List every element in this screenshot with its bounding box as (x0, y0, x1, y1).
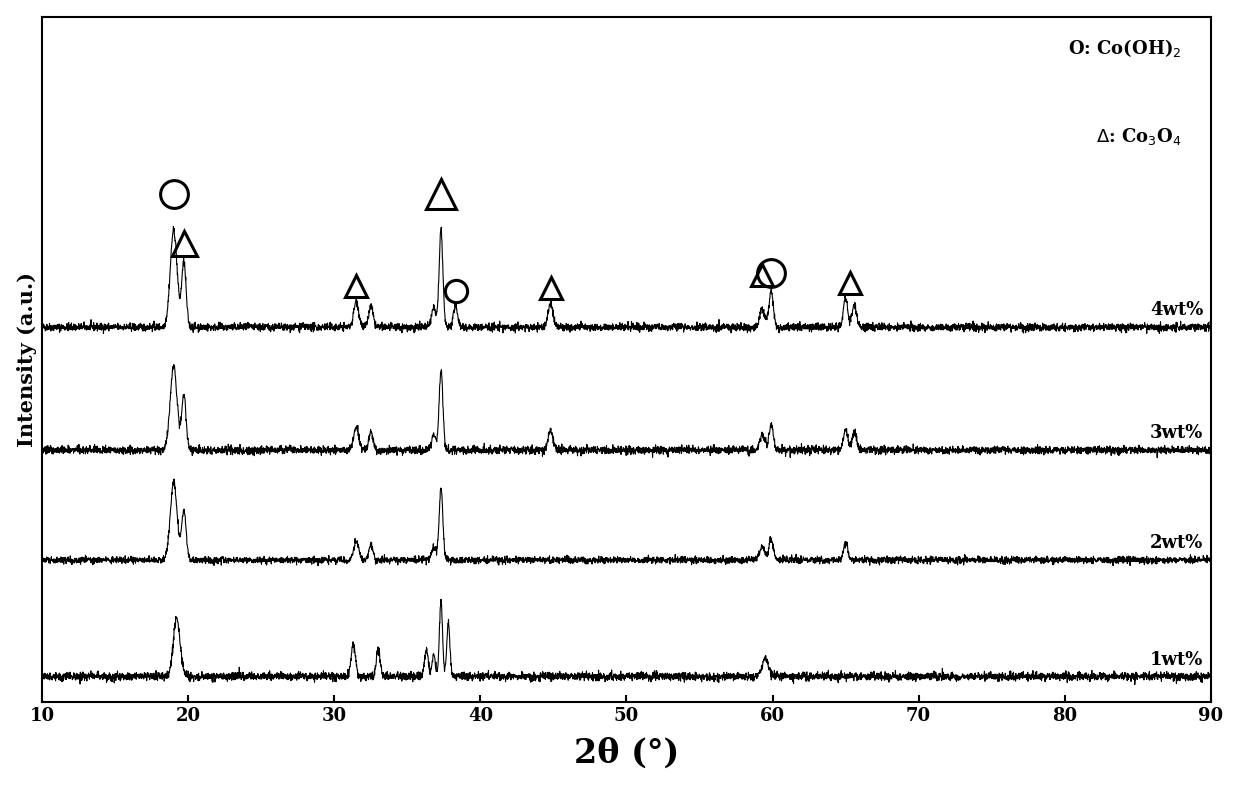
Y-axis label: Intensity (a.u.): Intensity (a.u.) (16, 272, 37, 447)
X-axis label: 2θ (°): 2θ (°) (574, 736, 680, 769)
Text: 3wt%: 3wt% (1149, 424, 1204, 443)
Text: O: Co(OH)$_2$: O: Co(OH)$_2$ (1068, 37, 1182, 59)
Text: 4wt%: 4wt% (1149, 301, 1204, 319)
Text: $\Delta$: Co$_3$O$_4$: $\Delta$: Co$_3$O$_4$ (1096, 127, 1182, 148)
Text: 1wt%: 1wt% (1149, 651, 1204, 669)
Text: 2wt%: 2wt% (1149, 534, 1204, 553)
